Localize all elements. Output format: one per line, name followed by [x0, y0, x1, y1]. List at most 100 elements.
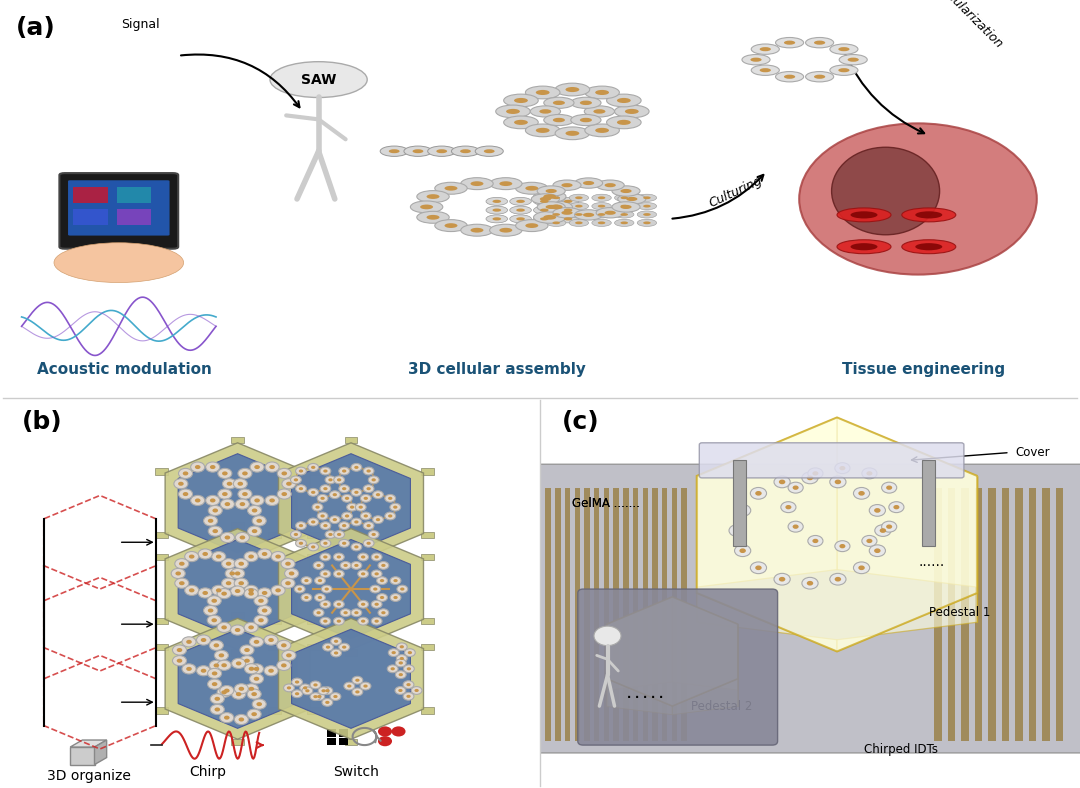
- Bar: [594, 488, 599, 742]
- Circle shape: [294, 478, 298, 481]
- Circle shape: [225, 568, 240, 578]
- Circle shape: [507, 109, 519, 114]
- Circle shape: [637, 203, 657, 210]
- Circle shape: [205, 496, 219, 506]
- Circle shape: [515, 182, 548, 194]
- Circle shape: [234, 684, 248, 694]
- Circle shape: [564, 217, 572, 221]
- FancyBboxPatch shape: [700, 443, 963, 478]
- Bar: [575, 488, 580, 742]
- Text: GelMA .......: GelMA .......: [572, 497, 640, 510]
- Circle shape: [248, 687, 254, 691]
- Circle shape: [376, 518, 380, 521]
- Circle shape: [569, 203, 589, 210]
- Circle shape: [258, 549, 272, 559]
- Bar: [420, 532, 433, 538]
- Circle shape: [313, 695, 318, 698]
- Bar: [1029, 488, 1037, 742]
- Bar: [613, 488, 619, 742]
- Circle shape: [299, 541, 303, 545]
- Bar: [339, 738, 348, 745]
- Circle shape: [178, 489, 192, 499]
- Text: (b): (b): [22, 410, 63, 433]
- Circle shape: [231, 568, 244, 578]
- Circle shape: [779, 577, 785, 582]
- Polygon shape: [165, 619, 310, 739]
- Circle shape: [835, 463, 850, 474]
- Bar: [73, 187, 108, 203]
- Circle shape: [399, 673, 403, 676]
- Ellipse shape: [837, 240, 891, 254]
- Circle shape: [407, 667, 411, 671]
- Circle shape: [812, 471, 819, 476]
- Circle shape: [321, 496, 325, 500]
- Circle shape: [183, 471, 188, 475]
- Circle shape: [392, 651, 396, 654]
- Circle shape: [540, 197, 551, 201]
- Circle shape: [337, 603, 341, 606]
- Circle shape: [404, 665, 415, 673]
- Circle shape: [186, 640, 192, 644]
- Circle shape: [384, 512, 395, 520]
- Circle shape: [378, 562, 389, 569]
- Circle shape: [415, 689, 419, 692]
- Circle shape: [261, 552, 268, 556]
- Circle shape: [252, 529, 257, 533]
- Circle shape: [342, 487, 347, 490]
- Circle shape: [875, 525, 891, 537]
- Circle shape: [343, 611, 348, 615]
- Circle shape: [201, 669, 206, 673]
- Circle shape: [210, 465, 216, 469]
- Circle shape: [375, 603, 379, 606]
- Circle shape: [835, 577, 841, 582]
- Circle shape: [286, 653, 292, 657]
- Circle shape: [461, 225, 494, 236]
- Circle shape: [347, 504, 357, 511]
- Circle shape: [342, 645, 347, 649]
- Text: .: .: [643, 683, 648, 702]
- Circle shape: [395, 686, 406, 694]
- Circle shape: [240, 502, 245, 506]
- Circle shape: [217, 623, 231, 633]
- Circle shape: [212, 599, 217, 603]
- Bar: [922, 460, 935, 546]
- Circle shape: [282, 478, 296, 489]
- Circle shape: [807, 581, 813, 585]
- Circle shape: [540, 217, 549, 221]
- Circle shape: [835, 541, 850, 552]
- Circle shape: [592, 194, 611, 202]
- Circle shape: [258, 605, 272, 615]
- Circle shape: [615, 211, 634, 218]
- Bar: [420, 708, 433, 714]
- Text: .: .: [626, 683, 632, 702]
- Circle shape: [244, 623, 258, 633]
- Circle shape: [281, 578, 295, 589]
- Bar: [623, 488, 629, 742]
- Circle shape: [216, 555, 221, 559]
- Circle shape: [234, 571, 241, 575]
- Circle shape: [284, 684, 295, 692]
- Bar: [420, 644, 433, 650]
- Circle shape: [637, 194, 657, 202]
- Circle shape: [323, 470, 327, 473]
- Circle shape: [234, 559, 248, 569]
- Circle shape: [620, 196, 629, 199]
- Circle shape: [575, 196, 583, 199]
- Circle shape: [211, 693, 225, 704]
- Text: ......: ......: [918, 555, 944, 569]
- Circle shape: [550, 205, 563, 210]
- Circle shape: [235, 661, 242, 665]
- Circle shape: [357, 617, 368, 625]
- Circle shape: [341, 494, 352, 502]
- Circle shape: [839, 544, 846, 548]
- Circle shape: [617, 120, 631, 125]
- Bar: [662, 488, 667, 742]
- Circle shape: [380, 146, 408, 156]
- Circle shape: [408, 651, 413, 654]
- Circle shape: [755, 566, 761, 571]
- Circle shape: [625, 109, 638, 114]
- Ellipse shape: [832, 147, 940, 235]
- Circle shape: [355, 678, 360, 682]
- Circle shape: [553, 207, 581, 218]
- Circle shape: [388, 665, 399, 673]
